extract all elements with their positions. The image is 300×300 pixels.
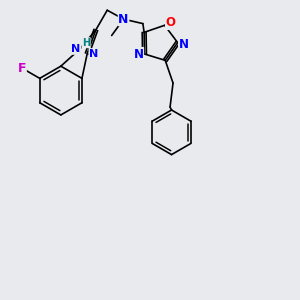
Text: N: N [178, 38, 189, 51]
Text: N: N [71, 44, 81, 54]
Text: N: N [134, 47, 144, 61]
Text: F: F [18, 62, 26, 75]
Text: O: O [166, 16, 176, 29]
Text: N: N [118, 13, 129, 26]
Text: H: H [82, 38, 90, 48]
Text: N: N [89, 49, 98, 59]
